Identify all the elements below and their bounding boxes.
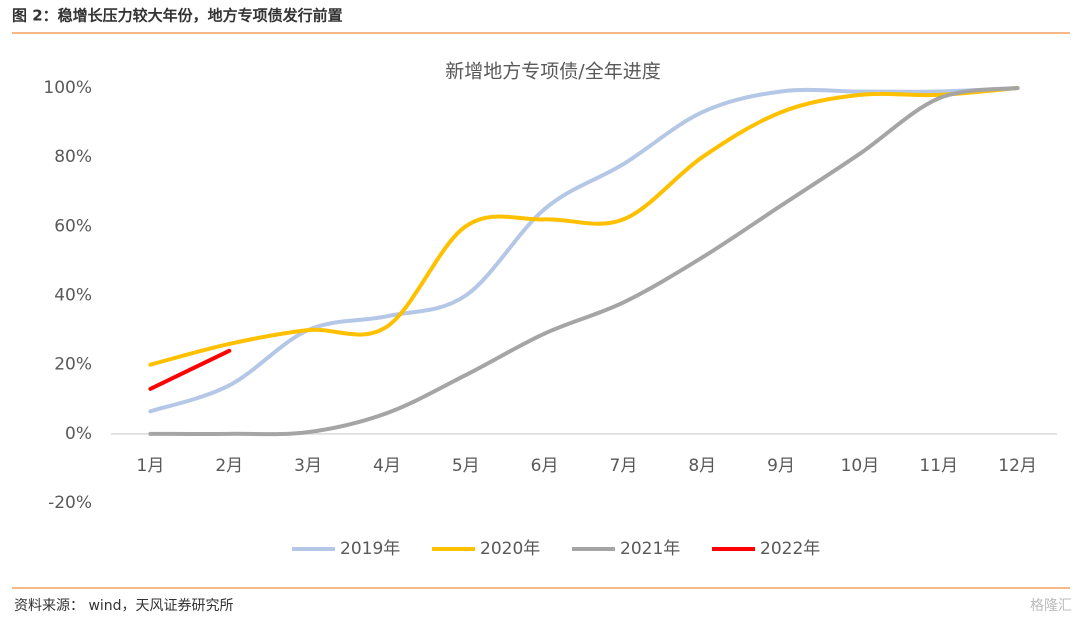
x-tick-label: 5月 [452, 456, 480, 476]
x-tick-label: 8月 [688, 456, 716, 476]
series-line [148, 86, 1020, 437]
x-tick-label: 11月 [919, 456, 958, 476]
x-tick-label: 3月 [294, 456, 322, 476]
x-tick-label: 9月 [767, 456, 795, 476]
y-tick-label: 0% [65, 424, 92, 444]
watermark: 格隆汇 [1030, 598, 1072, 614]
chart-title: 新增地方专项债/全年进度 [445, 61, 660, 83]
x-tick-label: 7月 [610, 456, 638, 476]
y-tick-label: -20% [48, 493, 92, 513]
series-line [148, 86, 1020, 367]
footer: 资料来源： wind，天风证券研究所 [14, 598, 234, 614]
x-tick-label: 6月 [531, 456, 559, 476]
x-tick-label: 4月 [373, 456, 401, 476]
x-tick-label: 10月 [841, 456, 880, 476]
y-tick-label: 40% [54, 286, 92, 306]
y-tick-label: 80% [54, 147, 92, 167]
header: 图 2：稳增长压力较大年份，地方专项债发行前置 [12, 7, 343, 25]
series-line [148, 348, 232, 391]
legend-label: 2020年 [480, 539, 540, 559]
x-tick-label: 2月 [215, 456, 243, 476]
x-tick-label: 12月 [998, 456, 1037, 476]
legend-label: 2022年 [760, 539, 820, 559]
y-tick-label: 100% [43, 78, 92, 98]
y-tick-label: 20% [54, 355, 92, 375]
legend-label: 2019年 [340, 539, 400, 559]
x-tick-label: 1月 [137, 456, 165, 476]
legend-label: 2021年 [620, 539, 680, 559]
y-tick-label: 60% [54, 216, 92, 236]
series-line [148, 86, 1020, 414]
